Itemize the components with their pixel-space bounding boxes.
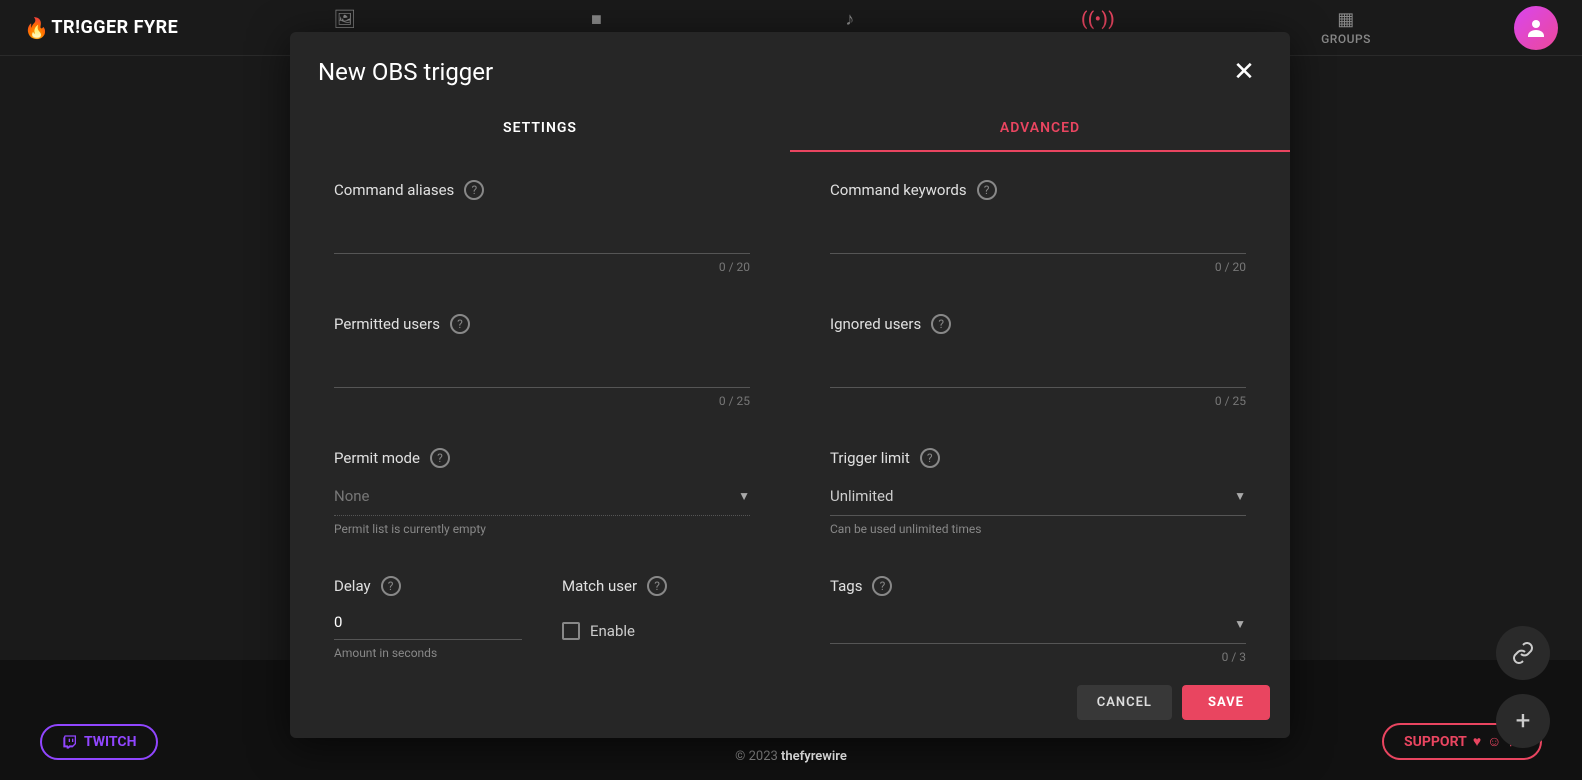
select-value: Unlimited [830,487,893,505]
user-avatar[interactable] [1514,6,1558,50]
label-trigger-limit: Trigger limit [830,449,910,467]
label-tags: Tags [830,577,862,595]
input-command-keywords[interactable] [830,208,1246,254]
video-icon: ■ [591,9,602,30]
chevron-down-icon: ▼ [1234,489,1246,503]
groups-icon: ▦ [1337,9,1355,30]
nav-groups[interactable]: ▦ GROUPS [1321,9,1371,46]
counter-ignored-users: 0 / 25 [830,394,1246,408]
field-permitted-users: Permitted users ? 0 / 25 [334,314,750,408]
counter-command-keywords: 0 / 20 [830,260,1246,274]
help-icon[interactable]: ? [872,576,892,596]
input-ignored-users[interactable] [830,342,1246,388]
counter-permitted-users: 0 / 25 [334,394,750,408]
help-icon[interactable]: ? [931,314,951,334]
field-trigger-limit: Trigger limit ? Unlimited ▼ Can be used … [830,448,1246,536]
modal-new-obs-trigger: New OBS trigger ✕ SETTINGS ADVANCED Comm… [290,32,1290,738]
save-button[interactable]: SAVE [1182,685,1270,720]
close-button[interactable]: ✕ [1226,54,1262,90]
twitch-label: TWITCH [84,734,136,750]
modal-footer: CANCEL SAVE [290,671,1290,738]
label-permit-mode: Permit mode [334,449,420,467]
support-label: SUPPORT [1404,734,1467,750]
help-icon[interactable]: ? [450,314,470,334]
help-trigger-limit: Can be used unlimited times [830,522,1246,536]
brand-name: TR!GGER FYRE [51,17,178,38]
select-value: None [334,487,370,505]
field-delay: Delay ? Amount in seconds [334,576,522,664]
person-icon [1524,16,1548,40]
modal-tabs: SETTINGS ADVANCED [290,106,1290,152]
chevron-down-icon: ▼ [1234,617,1246,631]
modal-header: New OBS trigger ✕ [290,32,1290,106]
help-icon[interactable]: ? [381,576,401,596]
sound-icon: ♪ [845,9,855,30]
plus-icon: + [1516,706,1531,736]
help-permit-mode: Permit list is currently empty [334,522,750,536]
tab-advanced[interactable]: ADVANCED [790,106,1290,152]
twitch-button[interactable]: TWITCH [40,724,158,760]
field-command-aliases: Command aliases ? 0 / 20 [334,180,750,274]
obs-icon: ((•)) [1081,9,1115,30]
link-icon [1511,641,1535,665]
checkbox-match-user[interactable] [562,622,580,640]
field-tags: Tags ? ▼ 0 / 3 [830,576,1246,664]
copyright-prefix: © 2023 [735,749,781,764]
add-fab[interactable]: + [1496,694,1550,748]
counter-command-aliases: 0 / 20 [334,260,750,274]
help-icon[interactable]: ? [920,448,940,468]
modal-body: Command aliases ? 0 / 20 Command keyword… [290,152,1290,671]
label-delay: Delay [334,577,371,595]
label-permitted-users: Permitted users [334,315,440,333]
input-delay[interactable] [334,604,522,640]
flame-icon: 🔥 [24,16,49,40]
brand-logo: 🔥 TR!GGER FYRE [24,16,178,40]
field-command-keywords: Command keywords ? 0 / 20 [830,180,1246,274]
label-match-user: Match user [562,577,637,595]
close-icon: ✕ [1233,57,1255,87]
input-permitted-users[interactable] [334,342,750,388]
chevron-down-icon: ▼ [738,489,750,503]
heart-icon: ♥ [1473,733,1481,750]
modal-title: New OBS trigger [318,58,493,86]
select-permit-mode[interactable]: None ▼ [334,476,750,516]
nav-label: GROUPS [1321,32,1371,46]
label-ignored-users: Ignored users [830,315,921,333]
image-icon: 🖼 [333,9,356,30]
link-fab[interactable] [1496,626,1550,680]
help-icon[interactable]: ? [647,576,667,596]
tab-settings[interactable]: SETTINGS [290,106,790,152]
cancel-button[interactable]: CANCEL [1077,685,1172,720]
help-icon[interactable]: ? [977,180,997,200]
help-icon[interactable]: ? [464,180,484,200]
label-command-aliases: Command aliases [334,181,454,199]
copyright: © 2023 thefyrewire [735,749,847,764]
checkbox-label: Enable [590,622,635,640]
copyright-brand: thefyrewire [781,749,847,764]
input-command-aliases[interactable] [334,208,750,254]
field-match-user: Match user ? Enable [562,576,750,664]
select-trigger-limit[interactable]: Unlimited ▼ [830,476,1246,516]
label-command-keywords: Command keywords [830,181,967,199]
field-permit-mode: Permit mode ? None ▼ Permit list is curr… [334,448,750,536]
help-delay: Amount in seconds [334,646,522,660]
twitch-icon [62,734,78,750]
field-ignored-users: Ignored users ? 0 / 25 [830,314,1246,408]
help-icon[interactable]: ? [430,448,450,468]
counter-tags: 0 / 3 [830,650,1246,664]
select-tags[interactable]: ▼ [830,604,1246,644]
